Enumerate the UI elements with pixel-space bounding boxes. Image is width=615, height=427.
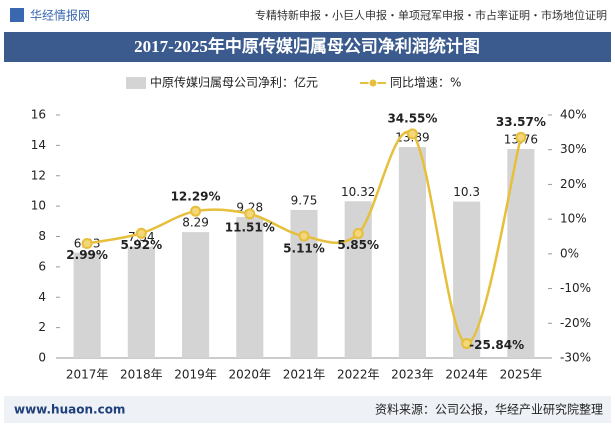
line-value-label: 33.57% <box>496 115 546 129</box>
footer-site: www.huaon.com <box>14 403 125 417</box>
line-value-label: 5.92% <box>121 238 163 252</box>
y-tick-label: 10 <box>31 199 46 213</box>
y-tick-label: 4 <box>38 290 46 304</box>
title-band <box>4 32 611 62</box>
line-value-label: 5.11% <box>283 242 325 256</box>
x-tick-label: 2022年 <box>337 368 380 382</box>
bar-value-label: 8.29 <box>182 216 209 230</box>
y-tick-label: 12 <box>31 168 46 182</box>
line-value-label: -25.84% <box>469 338 524 352</box>
line-value-label: 5.85% <box>337 238 379 252</box>
x-tick-label: 2019年 <box>174 368 217 382</box>
y2-tick-label: 10% <box>560 212 587 226</box>
y-tick-label: 0 <box>38 351 46 365</box>
bar <box>398 147 426 358</box>
y2-tick-label: 40% <box>560 108 587 122</box>
bar <box>182 232 210 358</box>
y-tick-label: 2 <box>38 320 46 334</box>
bar-value-label: 9.75 <box>291 193 318 207</box>
y2-tick-label: -10% <box>560 281 591 295</box>
x-tick-label: 2025年 <box>500 368 543 382</box>
bar <box>453 201 481 358</box>
chart-title: 2017-2025年中原传媒归属母公司净利润统计图 <box>134 36 480 56</box>
bar-value-label: 10.3 <box>453 185 480 199</box>
line-marker <box>515 131 527 143</box>
y-tick-label: 8 <box>38 229 46 243</box>
logo <box>10 8 24 22</box>
footer-source: 资料来源：公司公报，华经产业研究院整理 <box>375 402 603 417</box>
bar <box>236 217 264 358</box>
x-tick-label: 2023年 <box>391 368 434 382</box>
brand: 华经情报网 <box>30 8 90 23</box>
legend-marker <box>368 78 378 88</box>
services: 专精特新申报・小巨人申报・单项冠军申报・市占率证明・市场地位证明 <box>255 8 607 22</box>
line-marker <box>298 230 310 242</box>
x-tick-label: 2017年 <box>66 368 109 382</box>
y2-tick-label: -20% <box>560 316 591 330</box>
legend-label: 同比增速：% <box>390 76 461 90</box>
line-marker <box>406 128 418 140</box>
line-marker <box>135 227 147 239</box>
y-tick-label: 16 <box>31 108 46 122</box>
bar-value-label: 10.32 <box>341 185 375 199</box>
line-marker <box>461 338 473 350</box>
legend-label: 中原传媒归属母公司净利：亿元 <box>150 75 318 90</box>
y2-tick-label: 20% <box>560 177 587 191</box>
x-tick-label: 2018年 <box>120 368 163 382</box>
y2-tick-label: 0% <box>560 246 579 260</box>
line-value-label: 12.29% <box>171 190 221 204</box>
line-value-label: 34.55% <box>387 111 437 125</box>
x-tick-label: 2020年 <box>229 368 272 382</box>
line-marker <box>244 208 256 220</box>
bar <box>73 252 101 358</box>
y-tick-label: 6 <box>38 259 46 273</box>
footer-band <box>4 396 611 423</box>
legend-swatch <box>126 77 146 89</box>
y-tick-label: 14 <box>31 138 46 152</box>
bar-value-label: 9.28 <box>236 201 263 215</box>
line-value-label: 11.51% <box>225 220 275 234</box>
x-tick-label: 2024年 <box>445 368 488 382</box>
line-marker <box>352 228 364 240</box>
line-value-label: 2.99% <box>66 248 108 262</box>
line-marker <box>190 205 202 217</box>
x-tick-label: 2021年 <box>283 368 326 382</box>
bar <box>344 201 372 358</box>
bar <box>127 246 155 358</box>
line-marker <box>81 237 93 249</box>
y2-tick-label: -30% <box>560 351 591 365</box>
y2-tick-label: 30% <box>560 142 587 156</box>
